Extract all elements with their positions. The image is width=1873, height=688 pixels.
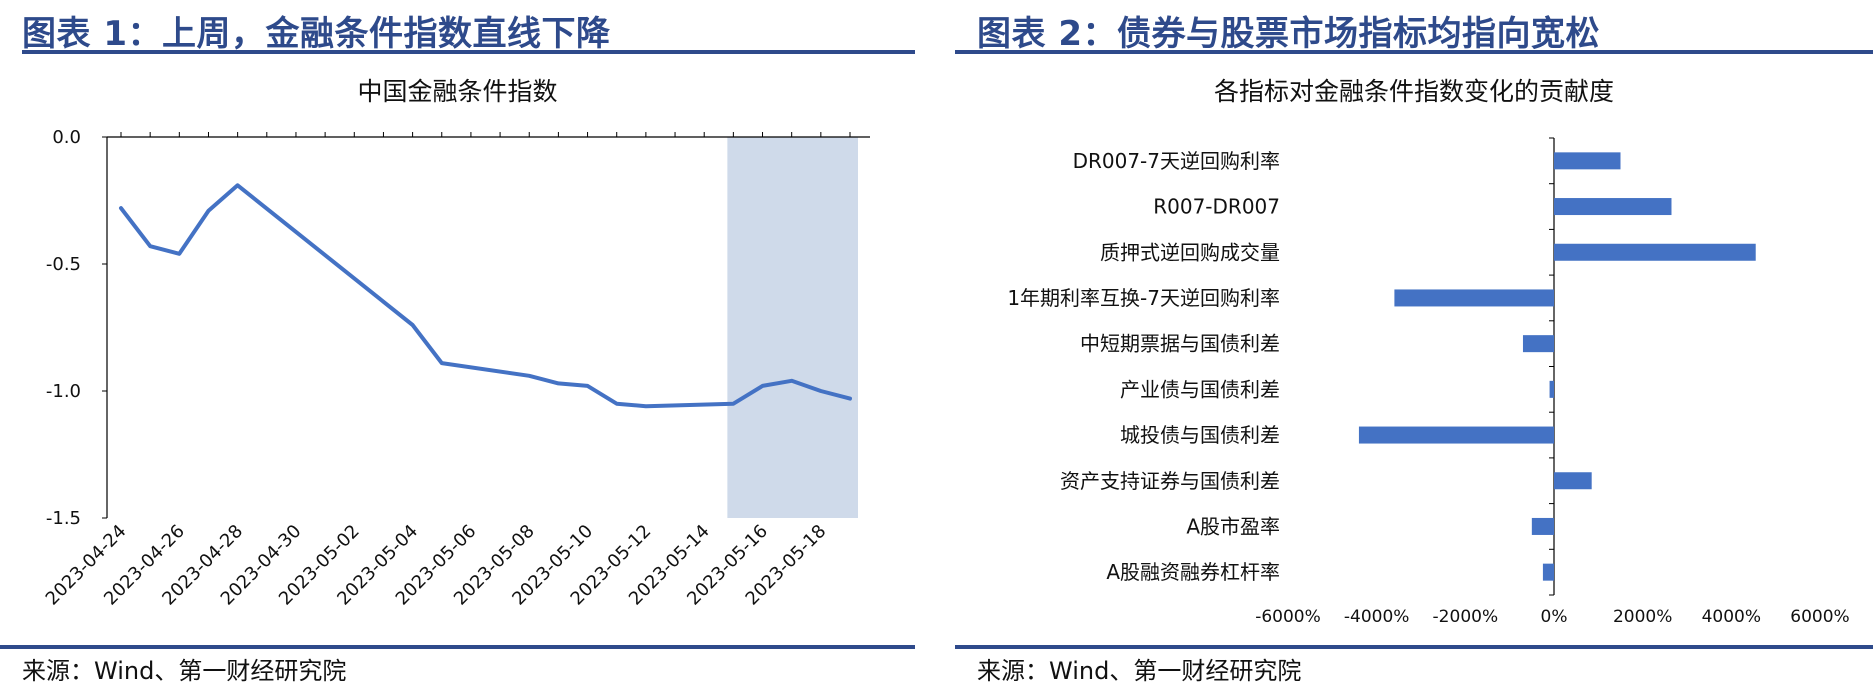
bar [1554, 198, 1672, 216]
line-chart-title: 中国金融条件指数 [357, 77, 558, 106]
figure-2-source: 来源：Wind、第一财经研究院 [977, 657, 1302, 685]
x-tick-label: -2000% [1433, 607, 1499, 627]
category-label: R007-DR007 [1153, 195, 1280, 219]
bar [1554, 243, 1756, 261]
y-tick-label: -0.5 [46, 254, 81, 275]
figure-1-source: 来源：Wind、第一财经研究院 [22, 657, 347, 685]
bar [1542, 563, 1554, 581]
category-label: DR007-7天逆回购利率 [1073, 149, 1280, 173]
bar-chart-title: 各指标对金融条件指数变化的贡献度 [1213, 77, 1614, 106]
series-line [119, 183, 852, 409]
figure-2-bottom-rule [955, 645, 1873, 649]
x-tick-label: 6000% [1790, 607, 1849, 627]
category-label: A股融资融券杠杆率 [1106, 560, 1280, 584]
x-tick-label: 2000% [1613, 607, 1672, 627]
figure-2-title: 图表 2：债券与股票市场指标均指向宽松 [977, 14, 1600, 54]
category-label: 城投债与国债利差 [1120, 423, 1280, 447]
category-label: 资产支持证券与国债利差 [1060, 469, 1280, 493]
bar [1358, 426, 1554, 444]
figure-1-top-rule [22, 50, 915, 54]
figure-1-title: 图表 1：上周，金融条件指数直线下降 [22, 14, 611, 54]
figure-2-panel: 图表 2：债券与股票市场指标均指向宽松 各指标对金融条件指数变化的贡献度 DR0… [955, 0, 1873, 688]
category-label: 中短期票据与国债利差 [1080, 332, 1280, 356]
bar [1549, 380, 1554, 398]
category-label: 1年期利率互换-7天逆回购利率 [1007, 286, 1280, 310]
bar [1554, 472, 1592, 490]
bar-chart: DR007-7天逆回购利率 R007-DR007 质押式逆回购成交量 1年期利率互换-… [1007, 137, 1850, 627]
category-label: 质押式逆回购成交量 [1100, 240, 1280, 264]
figure-2-top-rule [955, 50, 1873, 54]
y-tick-label: -1.5 [46, 508, 81, 529]
bar [1554, 152, 1621, 170]
x-tick-label: 4000% [1702, 607, 1761, 627]
line-chart: 0.0-0.5-1.0-1.52023-04-242023-04-262023-… [42, 127, 870, 610]
y-tick-label: 0.0 [52, 127, 81, 148]
x-tick-label: 0% [1541, 607, 1568, 627]
category-label: A股市盈率 [1186, 514, 1280, 538]
shaded-recent-week [727, 137, 858, 518]
bar [1531, 517, 1554, 535]
figure-1-panel: 图表 1：上周，金融条件指数直线下降 中国金融条件指数 0.0 -0.5 -1.0 -… [0, 0, 915, 688]
x-tick-label: -4000% [1344, 607, 1410, 627]
bar [1522, 335, 1554, 353]
bar [1394, 289, 1554, 307]
y-tick-label: -1.0 [46, 381, 81, 402]
figure-1-bottom-rule [0, 645, 915, 649]
category-label: 产业债与国债利差 [1120, 377, 1280, 401]
x-tick-label: -6000% [1255, 607, 1321, 627]
